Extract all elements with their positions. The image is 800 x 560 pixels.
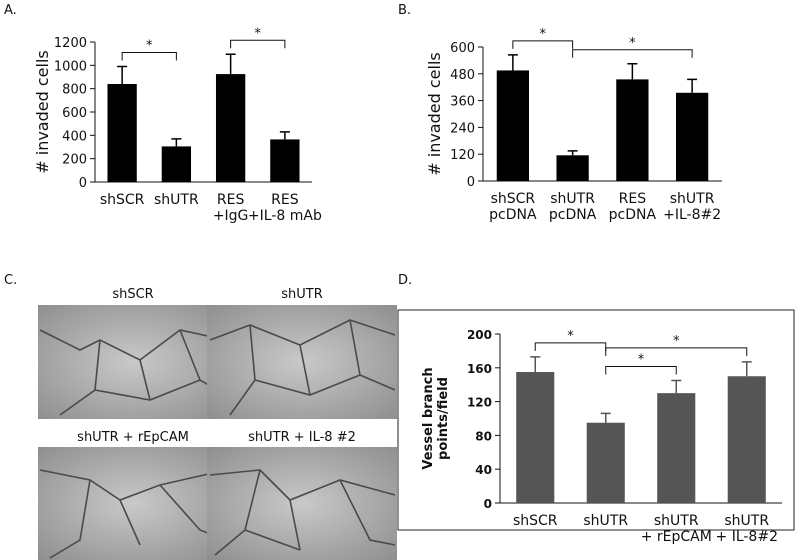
- y-tick-label: 600: [450, 41, 475, 56]
- x-tick-label: shUTR +IL-8#2: [663, 191, 721, 223]
- error-bar: [627, 63, 638, 80]
- error-bar: [741, 361, 752, 377]
- y-tick-label: 1000: [54, 59, 87, 74]
- micrograph: [38, 305, 228, 419]
- significance-label: *: [673, 334, 680, 349]
- bar: [727, 376, 766, 503]
- y-tick-label: 1200: [54, 36, 87, 51]
- y-tick-label: 0: [79, 176, 87, 191]
- y-axis-label: Vessel branchpoints/field: [421, 367, 451, 469]
- bar: [616, 79, 649, 181]
- x-tick-label: shUTR + rEpCAM: [641, 513, 712, 545]
- panel-label: B.: [398, 3, 411, 18]
- error-bar: [530, 356, 541, 373]
- y-tick-label: 80: [475, 429, 492, 443]
- error-bar: [567, 150, 578, 156]
- y-tick-label: 120: [450, 148, 475, 163]
- micrograph: [207, 447, 397, 560]
- error-bar: [225, 53, 236, 75]
- panel-label: A.: [4, 3, 17, 18]
- y-tick-label: 200: [62, 153, 87, 168]
- y-tick-label: 240: [450, 121, 475, 136]
- x-tick-label: shUTR: [154, 192, 199, 208]
- bar: [107, 84, 137, 182]
- y-tick-label: 200: [467, 328, 492, 342]
- significance-bracket: [230, 39, 286, 49]
- bar: [215, 74, 246, 182]
- significance-bracket: [534, 342, 607, 351]
- bar: [516, 372, 555, 503]
- significance-label: *: [540, 27, 547, 42]
- error-bar: [671, 379, 682, 394]
- x-tick-label: RES +IgG: [213, 192, 249, 224]
- x-tick-label: shUTR pcDNA: [549, 191, 597, 223]
- significance-label: *: [629, 36, 636, 51]
- x-tick-label: shSCR: [513, 513, 558, 529]
- y-tick-label: 0: [467, 175, 475, 190]
- tube-network: [39, 469, 227, 559]
- y-tick-label: 800: [62, 83, 87, 98]
- y-tick-label: 480: [450, 68, 475, 83]
- error-bar: [117, 65, 128, 84]
- micrograph-group: [38, 305, 397, 560]
- y-axis-label: # invaded cells: [33, 50, 52, 173]
- error-bar: [687, 78, 698, 93]
- image-caption: shUTR: [281, 287, 323, 302]
- y-tick-label: 120: [467, 396, 492, 410]
- error-bar: [507, 54, 518, 71]
- x-tick-label: shSCR: [100, 192, 145, 208]
- significance-label: *: [567, 329, 574, 344]
- y-axis-label: # invaded cells: [425, 52, 444, 175]
- tube-network: [209, 319, 396, 416]
- tube-network: [209, 469, 396, 556]
- significance-label: *: [146, 39, 153, 54]
- significance-bracket: [605, 347, 748, 356]
- micrograph: [207, 305, 397, 419]
- error-bar: [600, 412, 611, 423]
- significance-bracket: [605, 365, 677, 375]
- panel-label: D.: [398, 273, 412, 288]
- tube-network: [39, 329, 227, 416]
- significance-bracket: [512, 40, 574, 49]
- bar: [270, 139, 300, 182]
- image-caption: shUTR + IL-8 #2: [248, 430, 356, 445]
- image-caption: shUTR + rEpCAM: [77, 430, 189, 445]
- bar: [586, 422, 625, 503]
- y-tick-label: 0: [484, 497, 492, 511]
- x-tick-label: shUTR + IL-8#2: [716, 513, 778, 545]
- significance-label: *: [638, 352, 645, 367]
- x-tick-label: RES pcDNA: [609, 191, 657, 223]
- y-tick-label: 160: [467, 362, 492, 376]
- y-tick-label: 360: [450, 95, 475, 110]
- y-tick-label: 40: [475, 463, 492, 477]
- bar: [556, 155, 589, 181]
- x-tick-label: shSCR pcDNA: [489, 191, 537, 223]
- panel-frame: [397, 309, 795, 531]
- y-tick-label: 400: [62, 129, 87, 144]
- panel-label: C.: [4, 273, 17, 288]
- significance-bracket: [572, 49, 693, 58]
- image-caption: shSCR: [112, 287, 153, 302]
- micrograph: [38, 447, 228, 560]
- bar: [496, 70, 530, 181]
- bar: [675, 92, 709, 181]
- x-tick-label: RES +IL-8 mAb: [248, 192, 322, 224]
- y-tick-label: 600: [62, 106, 87, 121]
- error-bar: [171, 138, 182, 147]
- bar: [657, 393, 696, 503]
- error-bar: [279, 131, 290, 140]
- bar: [161, 146, 192, 182]
- significance-label: *: [255, 26, 262, 41]
- significance-bracket: [121, 52, 177, 61]
- x-tick-label: shUTR: [583, 513, 628, 529]
